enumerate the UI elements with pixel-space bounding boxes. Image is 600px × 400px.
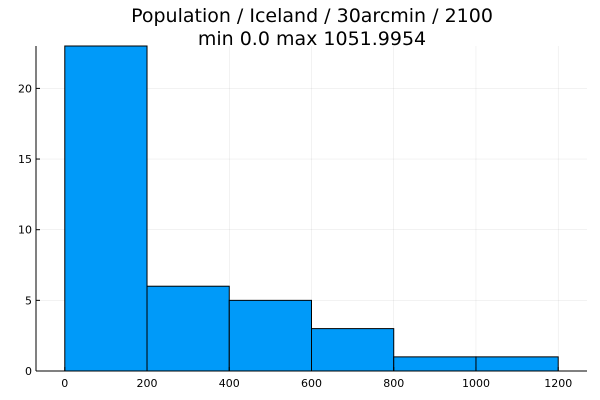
x-axis-ticks: 0 200 400 600 800 1000 1200 bbox=[61, 367, 572, 390]
x-tick-label: 200 bbox=[137, 377, 158, 390]
y-tick-label: 15 bbox=[18, 153, 32, 166]
histogram-bar bbox=[475, 356, 559, 372]
x-tick-label: 1200 bbox=[544, 377, 572, 390]
y-tick-label: 5 bbox=[25, 294, 32, 307]
y-tick-label: 0 bbox=[25, 365, 32, 378]
x-tick-label: 600 bbox=[301, 377, 322, 390]
y-tick-label: 10 bbox=[18, 224, 32, 237]
histogram-bar bbox=[311, 328, 395, 372]
histogram-bar bbox=[393, 356, 477, 372]
chart-title: Population / Iceland / 30arcmin / 2100 bbox=[131, 5, 493, 27]
x-tick-label: 0 bbox=[61, 377, 68, 390]
histogram-bar bbox=[228, 299, 313, 372]
histogram-bar bbox=[146, 285, 230, 372]
y-tick-label: 20 bbox=[18, 82, 32, 95]
x-tick-label: 400 bbox=[219, 377, 240, 390]
histogram-bars bbox=[64, 45, 559, 372]
x-tick-label: 800 bbox=[383, 377, 404, 390]
y-axis-ticks: 0 5 10 15 20 bbox=[18, 82, 40, 378]
x-tick-label: 1000 bbox=[462, 377, 490, 390]
histogram-bar bbox=[64, 45, 148, 372]
chart-subtitle: min 0.0 max 1051.9954 bbox=[197, 28, 427, 50]
